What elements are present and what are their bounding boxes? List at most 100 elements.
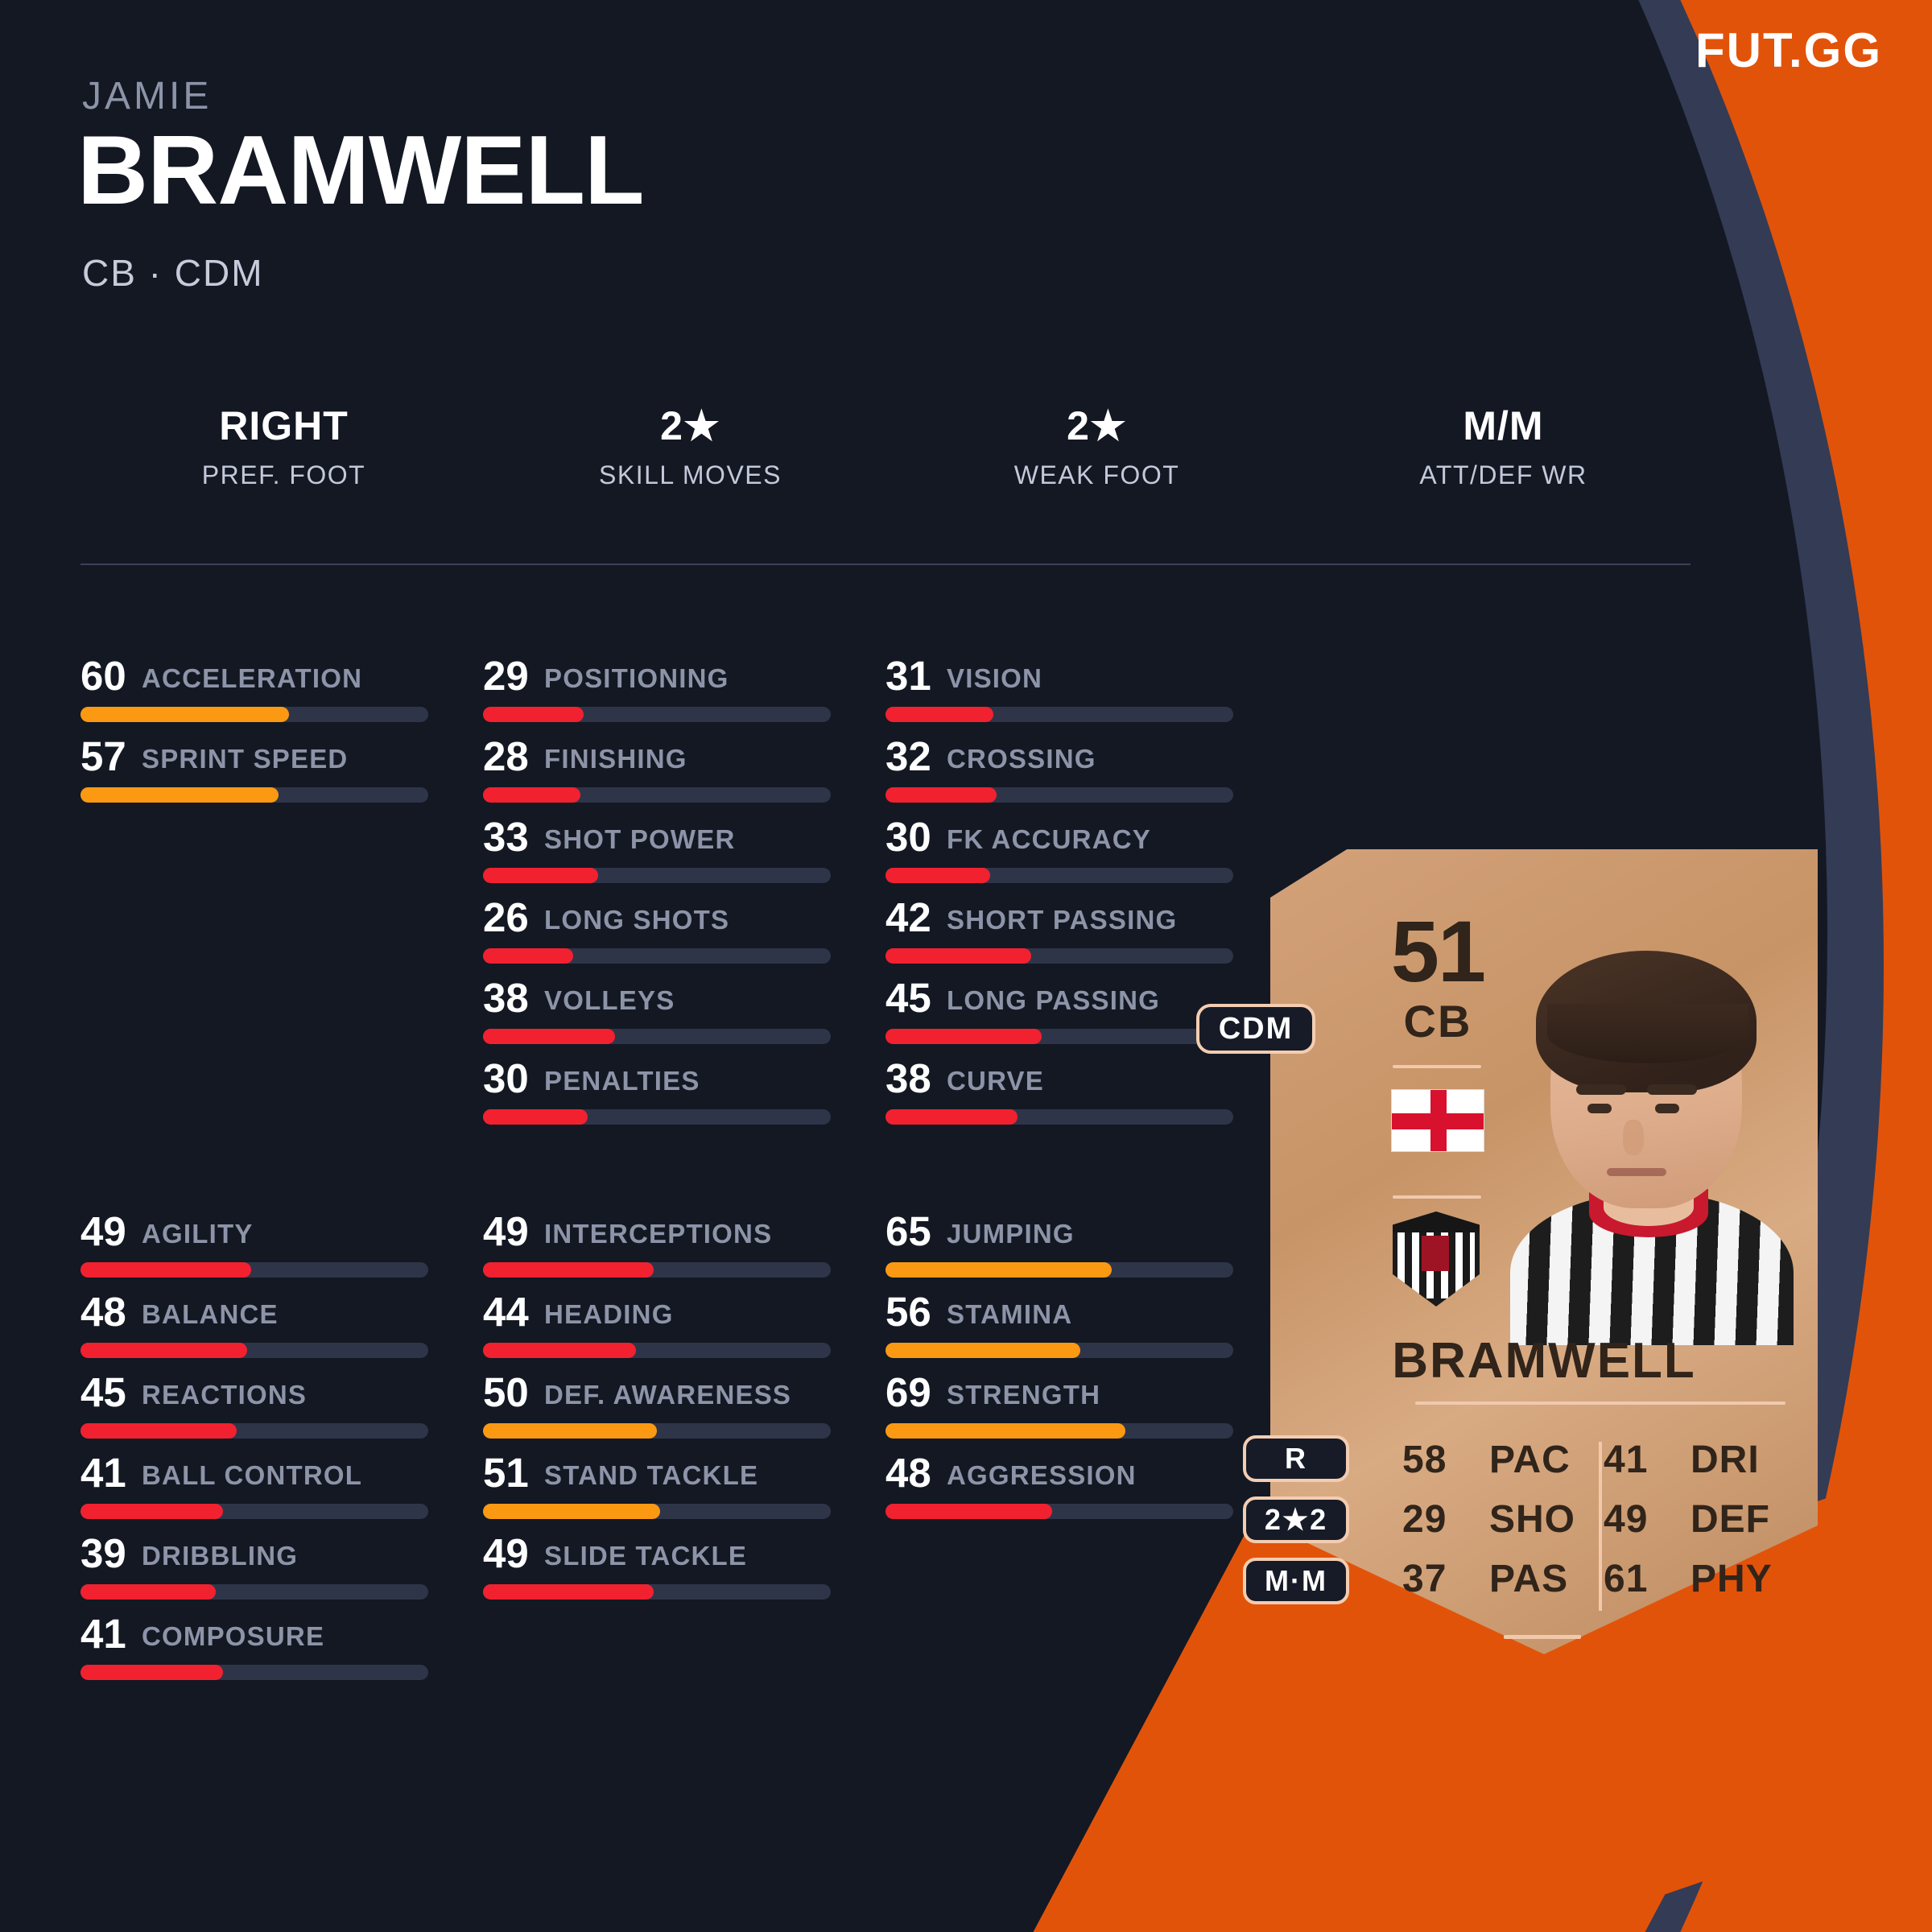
stat-bar-track <box>80 1423 428 1439</box>
futgg-logo[interactable]: FUT.GG <box>1695 23 1882 77</box>
stat-bar-track <box>483 1109 831 1125</box>
stat-bar-track <box>886 1262 1233 1278</box>
meta-label: WEAK FOOT <box>1013 460 1180 489</box>
stat-bar-track <box>483 1029 831 1044</box>
stat-label: POSITIONING <box>544 663 729 693</box>
stat-bar-fill <box>886 1504 1053 1519</box>
stat-value: 49 <box>80 1208 126 1254</box>
stat-row: 48 AGGRESSION <box>886 1449 1233 1530</box>
stat-value: 49 <box>483 1530 529 1576</box>
stat-label: AGILITY <box>142 1219 254 1249</box>
player-card[interactable]: CDM 51 CB <box>1196 849 1821 1654</box>
stat-bar-fill <box>80 787 279 803</box>
stat-row: 41 COMPOSURE <box>80 1610 428 1690</box>
stat-label: SHORT PASSING <box>947 905 1178 935</box>
stat-value: 65 <box>886 1208 931 1254</box>
stat-value: 41 <box>80 1611 126 1657</box>
stat-bar-track <box>886 1109 1233 1125</box>
stat-value: 26 <box>483 894 529 940</box>
stat-row: 45 LONG PASSING <box>886 974 1233 1055</box>
stat-bar-fill <box>80 1343 248 1358</box>
stat-bar-track <box>483 1262 831 1278</box>
stat-bar-track <box>80 1504 428 1519</box>
stat-row: 26 LONG SHOTS <box>483 894 831 974</box>
stat-row: 41 BALL CONTROL <box>80 1449 428 1530</box>
stat-bar-fill <box>483 1423 657 1439</box>
card-stat-grid: 58 PAC 29 SHO 37 PAS 41 DRI 49 DEF 61 PHY <box>1402 1430 1821 1609</box>
stat-bar-fill <box>886 1109 1018 1125</box>
stat-row: 39 DRIBBLING <box>80 1530 428 1610</box>
stat-label: STRENGTH <box>947 1380 1101 1410</box>
player-first-name: JAMIE <box>82 75 213 118</box>
stat-bar-track <box>886 1423 1233 1439</box>
stat-bar-track <box>483 787 831 803</box>
meta-label: ATT/DEF WR <box>1419 460 1587 489</box>
stat-bar-fill <box>483 1504 661 1519</box>
stat-row: 49 SLIDE TACKLE <box>483 1530 831 1610</box>
meta-value: 2★ <box>1067 403 1127 448</box>
stat-bar-track <box>483 707 831 722</box>
stat-value: 49 <box>483 1208 529 1254</box>
card-position-label: CB <box>1403 996 1472 1047</box>
stat-bar-track <box>886 1029 1233 1044</box>
stat-label: AGGRESSION <box>947 1460 1137 1490</box>
stat-label: SLIDE TACKLE <box>544 1541 748 1571</box>
card-stat-pac: 58 PAC <box>1402 1439 1571 1481</box>
stat-bar-track <box>886 707 1233 722</box>
stat-bar-track <box>483 1584 831 1600</box>
stat-bar-fill <box>483 1109 588 1125</box>
stat-label: LONG PASSING <box>947 985 1160 1015</box>
stat-row: 30 FK ACCURACY <box>886 813 1233 894</box>
stat-value: 48 <box>886 1450 931 1496</box>
stat-label: COMPOSURE <box>142 1621 325 1651</box>
stat-bar-fill <box>886 787 997 803</box>
stat-bar-fill <box>483 868 598 883</box>
stat-label: INTERCEPTIONS <box>544 1219 773 1249</box>
stat-value: 33 <box>483 814 529 860</box>
stat-row: 38 VOLLEYS <box>483 974 831 1055</box>
stat-row: 28 FINISHING <box>483 733 831 813</box>
header-divider <box>80 564 1690 565</box>
stat-bar-fill <box>483 948 574 964</box>
stat-value: 28 <box>483 733 529 779</box>
meta-cell-3: M/M ATT/DEF WR <box>1300 402 1707 490</box>
stat-bar-track <box>886 787 1233 803</box>
stat-group: 29 POSITIONING 28 FINISHING 33 SHOT POWER 26 LO… <box>483 652 831 1135</box>
stat-value: 41 <box>80 1450 126 1496</box>
stat-bar-fill <box>886 948 1032 964</box>
stat-label: FK ACCURACY <box>947 824 1151 854</box>
stat-bar-fill <box>483 1584 654 1600</box>
stat-row: 32 CROSSING <box>886 733 1233 813</box>
stat-value: 45 <box>886 975 931 1021</box>
stat-value: 30 <box>483 1055 529 1101</box>
stat-bar-fill <box>80 1665 224 1680</box>
stat-row: 69 STRENGTH <box>886 1368 1233 1449</box>
card-stat-def: 49 DEF <box>1604 1498 1770 1541</box>
stat-label: SPRINT SPEED <box>142 744 349 774</box>
stat-bar-track <box>483 1504 831 1519</box>
player-last-name: BRAMWELL <box>77 115 645 225</box>
card-stats-right: 41 DRI 49 DEF 61 PHY <box>1604 1430 1805 1609</box>
stat-row: 50 DEF. AWARENESS <box>483 1368 831 1449</box>
stat-group: 65 JUMPING 56 STAMINA 69 STRENGTH 48 AGGRESSION <box>886 1208 1233 1530</box>
stat-row: 42 SHORT PASSING <box>886 894 1233 974</box>
stat-bar-fill <box>483 1262 654 1278</box>
meta-value: M/M <box>1463 403 1544 448</box>
card-divider-top <box>1393 1065 1481 1068</box>
stat-value: 44 <box>483 1289 529 1335</box>
stat-label: SHOT POWER <box>544 824 736 854</box>
stat-value: 51 <box>483 1450 529 1496</box>
card-attribute-badges: R 2★2 M·M <box>1243 1435 1364 1619</box>
stat-row: 65 JUMPING <box>886 1208 1233 1288</box>
stat-group: 60 ACCELERATION 57 SPRINT SPEED <box>80 652 428 813</box>
stat-bar-track <box>483 1423 831 1439</box>
stat-label: CROSSING <box>947 744 1096 774</box>
stat-row: 48 BALANCE <box>80 1288 428 1368</box>
stat-bar-fill <box>483 707 584 722</box>
stat-value: 56 <box>886 1289 931 1335</box>
stat-bar-track <box>483 868 831 883</box>
stat-value: 38 <box>483 975 529 1021</box>
stat-row: 31 VISION <box>886 652 1233 733</box>
card-badge-0: R <box>1243 1435 1349 1482</box>
stat-group: 31 VISION 32 CROSSING 30 FK ACCURACY 42 SHORT P… <box>886 652 1233 1135</box>
